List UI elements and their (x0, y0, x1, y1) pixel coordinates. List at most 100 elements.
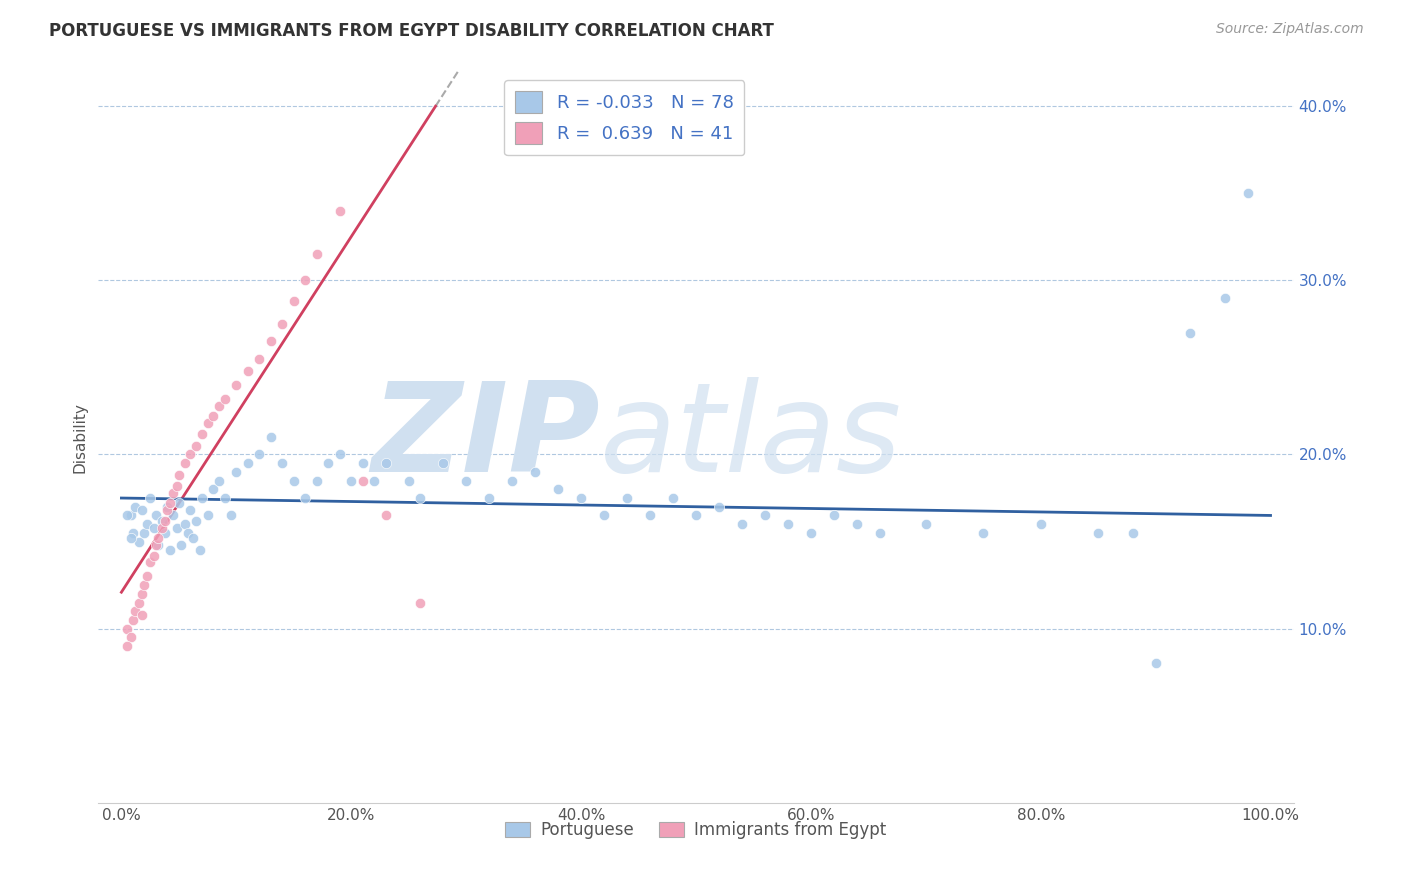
Point (305, 474, 328, 488)
Point (524, 465, 547, 479)
Point (135, 517, 157, 532)
Point (150, 514, 173, 528)
Point (122, 613, 145, 627)
Point (153, 514, 176, 528)
Point (166, 479, 188, 493)
Text: Source: ZipAtlas.com: Source: ZipAtlas.com (1216, 22, 1364, 37)
Point (115, 622, 138, 636)
Point (352, 474, 374, 488)
Point (202, 483, 225, 497)
Point (159, 543, 181, 558)
Point (142, 521, 165, 535)
Point (823, 508, 845, 523)
Point (134, 578, 156, 592)
Point (139, 491, 162, 505)
Point (271, 317, 294, 331)
Point (173, 517, 195, 532)
Point (191, 426, 214, 441)
Point (177, 525, 200, 540)
Point (374, 508, 396, 523)
Point (398, 474, 420, 488)
Point (202, 409, 225, 424)
Point (120, 631, 142, 645)
Point (115, 639, 138, 653)
Point (131, 503, 153, 517)
Point (181, 531, 204, 545)
Point (340, 474, 363, 488)
Point (214, 392, 236, 406)
Point (208, 474, 231, 488)
Point (776, 517, 799, 532)
Point (150, 521, 173, 535)
Point (214, 491, 236, 505)
Point (142, 549, 165, 563)
Point (1178, 326, 1201, 340)
Point (316, 456, 339, 470)
Point (1122, 525, 1144, 540)
Text: atlas: atlas (600, 376, 903, 498)
Point (128, 534, 150, 549)
Point (409, 595, 432, 609)
Point (247, 448, 270, 462)
Point (456, 474, 478, 488)
Point (197, 508, 219, 523)
Point (501, 474, 523, 488)
Point (139, 556, 162, 570)
Point (707, 500, 730, 514)
Point (1029, 517, 1052, 532)
Point (148, 531, 170, 545)
Point (914, 517, 936, 532)
Point (162, 508, 184, 523)
Point (283, 474, 305, 488)
Point (135, 569, 157, 583)
Point (236, 456, 259, 470)
Point (305, 247, 328, 261)
Point (845, 517, 868, 532)
Point (569, 491, 592, 505)
Point (616, 491, 638, 505)
Point (131, 607, 153, 622)
Point (869, 525, 891, 540)
Point (638, 508, 661, 523)
Point (170, 538, 193, 552)
Point (1236, 186, 1258, 201)
Point (134, 525, 156, 540)
Point (191, 491, 214, 505)
Point (800, 525, 823, 540)
Point (247, 351, 270, 366)
Point (162, 485, 184, 500)
Point (219, 508, 242, 523)
Point (409, 491, 432, 505)
Point (662, 491, 685, 505)
Point (685, 508, 707, 523)
Point (197, 416, 219, 430)
Point (179, 503, 201, 517)
Point (363, 474, 385, 488)
Point (225, 465, 247, 479)
Point (329, 448, 352, 462)
Point (754, 508, 776, 523)
Point (156, 503, 179, 517)
Point (1087, 525, 1109, 540)
Point (166, 521, 188, 535)
Point (179, 448, 201, 462)
Legend: Portuguese, Immigrants from Egypt: Portuguese, Immigrants from Egypt (499, 814, 893, 846)
Point (1144, 657, 1167, 671)
Point (131, 587, 153, 601)
Text: PORTUGUESE VS IMMIGRANTS FROM EGYPT DISABILITY CORRELATION CHART: PORTUGUESE VS IMMIGRANTS FROM EGYPT DISA… (49, 22, 775, 40)
Point (236, 364, 259, 378)
Point (1213, 291, 1236, 305)
Point (208, 399, 231, 413)
Point (120, 531, 142, 545)
Text: ZIP: ZIP (371, 376, 600, 498)
Point (374, 456, 396, 470)
Point (122, 525, 145, 540)
Point (432, 456, 454, 470)
Point (167, 496, 190, 510)
Point (184, 514, 207, 528)
Point (167, 468, 190, 483)
Point (972, 525, 994, 540)
Point (184, 439, 207, 453)
Point (120, 508, 142, 523)
Point (731, 517, 754, 532)
